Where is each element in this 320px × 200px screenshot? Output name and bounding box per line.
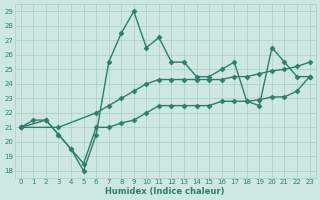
X-axis label: Humidex (Indice chaleur): Humidex (Indice chaleur) [106, 187, 225, 196]
